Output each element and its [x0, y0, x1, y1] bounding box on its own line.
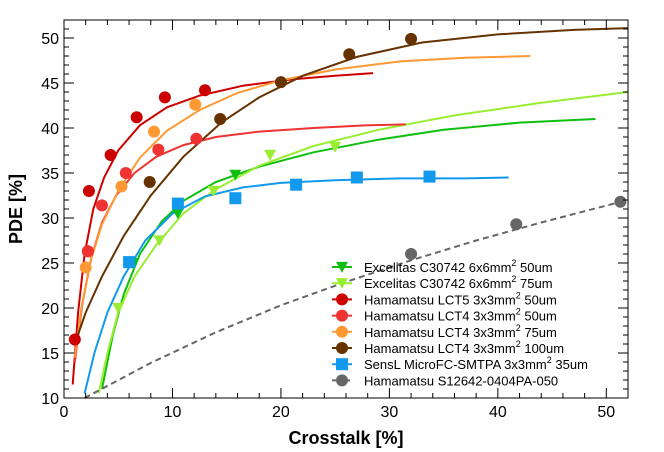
series-3-point: [95, 199, 108, 212]
series-7-point: [614, 195, 627, 208]
legend-marker: [336, 342, 348, 354]
series-5-point: [143, 176, 156, 188]
series-3-point: [119, 167, 132, 179]
x-axis-title: Crosstalk [%]: [288, 428, 403, 448]
legend-label: Hamamatsu LCT5 3x3mm2 50um: [364, 290, 557, 307]
series-6-point: [350, 171, 363, 184]
series-6-point: [423, 170, 436, 183]
y-tick-label: 45: [41, 76, 59, 93]
y-tick-label: 25: [41, 256, 59, 273]
legend-label: Excelitas C30742 6x6mm2 50um: [364, 258, 553, 275]
series-3-curve: [73, 123, 406, 363]
series-1-point: [153, 235, 166, 247]
series-6-point: [229, 192, 242, 205]
legend-label: Hamamatsu LCT4 3x3mm2 50um: [364, 307, 557, 324]
y-tick-label: 50: [41, 31, 59, 48]
y-tick-label: 30: [41, 211, 59, 228]
series-1-point: [264, 149, 277, 161]
series-2-point: [158, 91, 171, 104]
x-tick-label: 0: [60, 404, 69, 421]
x-tick-label: 50: [597, 404, 615, 421]
legend-label: Hamamatsu LCT4 3x3mm2 100um: [364, 339, 564, 356]
series-1-point: [112, 302, 125, 314]
series-0-point: [171, 208, 184, 220]
legend-entry-7: Hamamatsu S12642-0404PA-050: [332, 373, 558, 388]
series-4-point: [79, 261, 92, 274]
x-tick-label: 30: [380, 404, 398, 421]
legend-entry-6: SensL MicroFC-SMTPA 3x3mm2 35um: [332, 355, 588, 372]
series-2-point: [68, 333, 81, 346]
series-0-curve: [101, 118, 596, 390]
legend-marker: [336, 358, 348, 371]
series-7-point: [510, 218, 523, 231]
legend-marker: [336, 261, 348, 273]
x-tick-label: 20: [272, 404, 290, 421]
series-1-point: [329, 141, 342, 153]
series-3-point: [190, 132, 203, 145]
legend-marker: [336, 325, 348, 338]
series-2-point: [104, 149, 117, 161]
legend-marker: [336, 278, 348, 289]
legend-entry-4: Hamamatsu LCT4 3x3mm2 75um: [332, 323, 557, 340]
legend-label: SensL MicroFC-SMTPA 3x3mm2 35um: [364, 355, 588, 372]
series-2-point: [82, 185, 95, 197]
series-4-point: [148, 125, 161, 138]
series-5-point: [343, 48, 356, 61]
legend-label: Excelitas C30742 6x6mm2 75um: [364, 274, 553, 291]
x-tick-label: 10: [164, 404, 182, 421]
y-axis-title: PDE [%]: [6, 174, 26, 244]
y-tick-label: 40: [41, 121, 59, 138]
series-5-point: [405, 32, 418, 45]
legend-entry-1: Excelitas C30742 6x6mm2 75um: [332, 274, 553, 291]
series-6-point: [290, 178, 303, 191]
series-6-curve: [83, 176, 509, 394]
series-5-point: [214, 113, 227, 125]
legend-entry-2: Hamamatsu LCT5 3x3mm2 50um: [332, 290, 557, 307]
legend-entry-3: Hamamatsu LCT4 3x3mm2 50um: [332, 307, 557, 324]
y-tick-label: 35: [41, 166, 59, 183]
y-tick-label: 20: [41, 301, 59, 318]
series-4-curve: [73, 55, 531, 358]
legend-entry-5: Hamamatsu LCT4 3x3mm2 100um: [332, 339, 564, 356]
series-7-point: [405, 248, 418, 260]
legend-label: Hamamatsu S12642-0404PA-050: [364, 373, 558, 388]
series-4-point: [189, 98, 202, 111]
series-3-point: [152, 143, 165, 156]
series-2-point: [130, 111, 143, 124]
series-6-point: [123, 256, 136, 269]
series-5-curve: [73, 27, 629, 345]
y-tick-label: 10: [41, 391, 59, 408]
legend-marker: [336, 293, 348, 306]
legend-entry-0: Excelitas C30742 6x6mm2 50um: [332, 258, 553, 275]
x-tick-label: 40: [489, 404, 507, 421]
series-1-point: [207, 185, 220, 197]
series-6-point: [171, 197, 184, 210]
series-2-point: [199, 84, 211, 97]
series-5-point: [274, 76, 287, 89]
legend-marker: [336, 374, 348, 387]
legend-marker: [336, 309, 348, 322]
data-markers: [68, 32, 627, 346]
series-4-point: [115, 180, 128, 193]
series-0-point: [229, 169, 242, 181]
series-3-point: [81, 245, 94, 258]
y-tick-label: 15: [41, 346, 59, 363]
legend-label: Hamamatsu LCT4 3x3mm2 75um: [364, 323, 557, 340]
